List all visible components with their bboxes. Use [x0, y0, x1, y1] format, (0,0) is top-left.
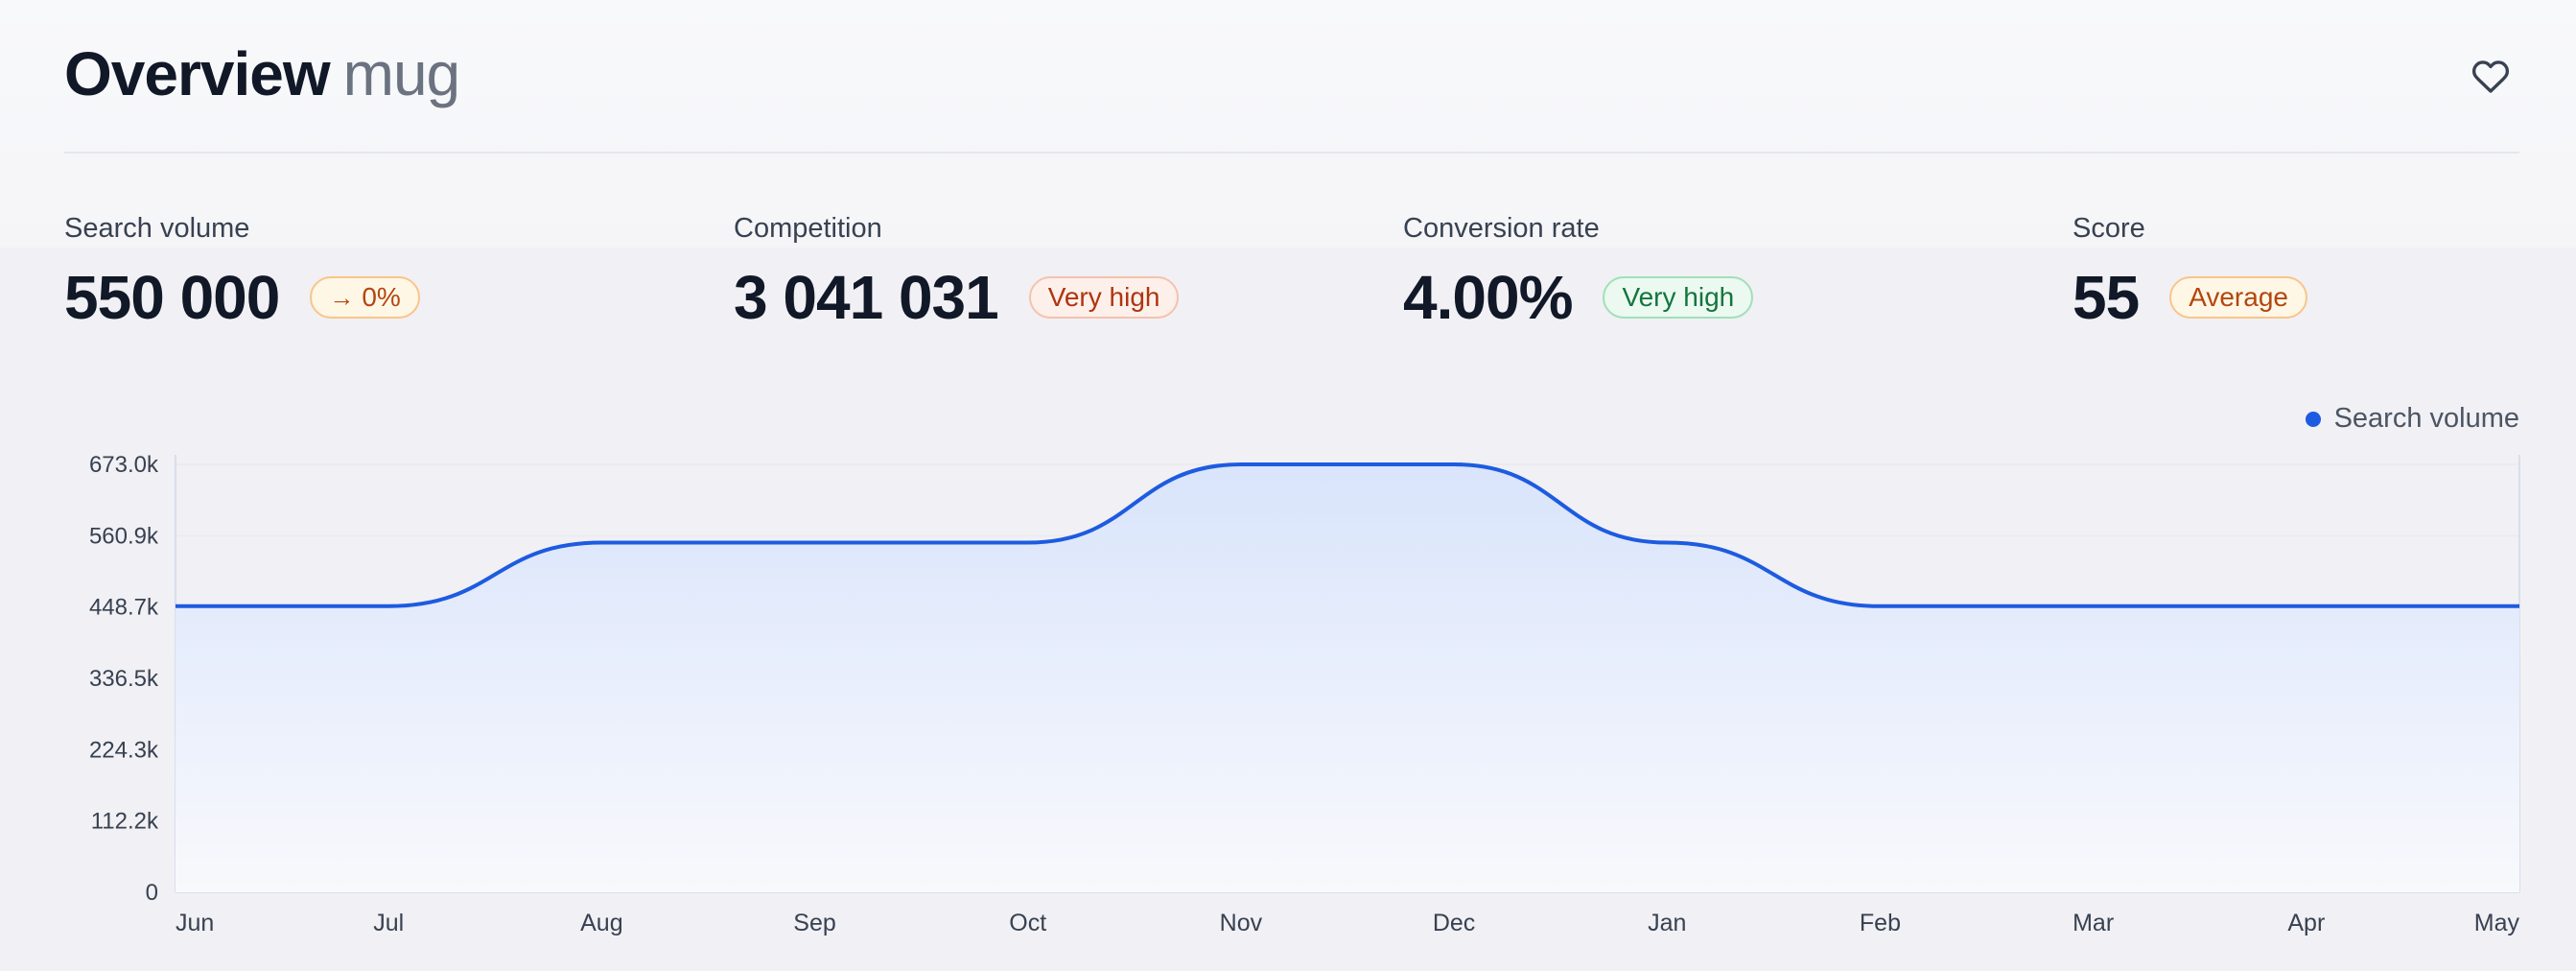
y-tick-label: 224.3k: [89, 737, 159, 763]
metric-value: 550 000: [64, 263, 280, 332]
page-header: Overview mug: [64, 29, 2519, 154]
top-band: [0, 0, 2576, 248]
y-tick-label: 673.0k: [89, 452, 159, 478]
metric-conversion-rate: Conversion rate 4.00% Very high: [1403, 213, 1754, 347]
metric-label: Competition: [734, 213, 882, 244]
arrow-right-icon: →: [329, 282, 355, 312]
x-tick-label: Dec: [1433, 910, 1475, 936]
trend-badge-text: 0%: [362, 282, 401, 312]
y-tick-label: 560.9k: [89, 523, 159, 549]
legend-dot: [2305, 411, 2321, 427]
x-tick-label: May: [2474, 910, 2520, 936]
page-title-text: Overview: [64, 39, 331, 108]
status-badge: Average: [2169, 276, 2307, 319]
status-badge: Very high: [1028, 276, 1180, 319]
x-tick-label: Sep: [793, 910, 835, 936]
x-tick-label: Oct: [1009, 910, 1046, 936]
favorite-button[interactable]: [2462, 48, 2519, 106]
x-tick-label: Jan: [1648, 910, 1686, 936]
series-line: [176, 462, 2519, 608]
page-title: Overview mug: [64, 38, 460, 109]
keyword-text: mug: [342, 39, 460, 108]
metric-label: Search volume: [64, 213, 250, 244]
metric-search-volume: Search volume 550 000 → 0%: [64, 213, 420, 347]
x-tick-label: Aug: [580, 910, 622, 936]
status-badge: Very high: [1603, 276, 1754, 319]
y-tick-label: 112.2k: [91, 809, 159, 835]
metric-value: 4.00%: [1403, 263, 1573, 332]
heart-icon: [2471, 60, 2510, 93]
y-tick-label: 0: [146, 880, 158, 906]
chart-legend: Search volume: [2305, 403, 2519, 435]
metric-score: Score 55 Average: [2073, 213, 2307, 347]
x-tick-label: Mar: [2073, 910, 2114, 936]
series-area: [176, 464, 2519, 892]
x-tick-label: Jun: [176, 910, 214, 936]
y-tick-label: 336.5k: [89, 666, 159, 692]
x-tick-label: Jul: [373, 910, 404, 936]
metric-value: 3 041 031: [734, 263, 999, 332]
metric-label: Score: [2073, 213, 2145, 244]
y-tick-label: 448.7k: [89, 595, 159, 621]
x-tick-label: Apr: [2287, 910, 2325, 936]
legend-label: Search volume: [2333, 403, 2519, 434]
metric-value: 55: [2073, 263, 2140, 332]
trend-badge: → 0%: [310, 276, 420, 319]
x-tick-label: Nov: [1220, 910, 1263, 936]
x-tick-label: Feb: [1860, 910, 1901, 936]
metric-competition: Competition 3 041 031 Very high: [734, 213, 1180, 347]
metric-label: Conversion rate: [1403, 213, 1600, 244]
